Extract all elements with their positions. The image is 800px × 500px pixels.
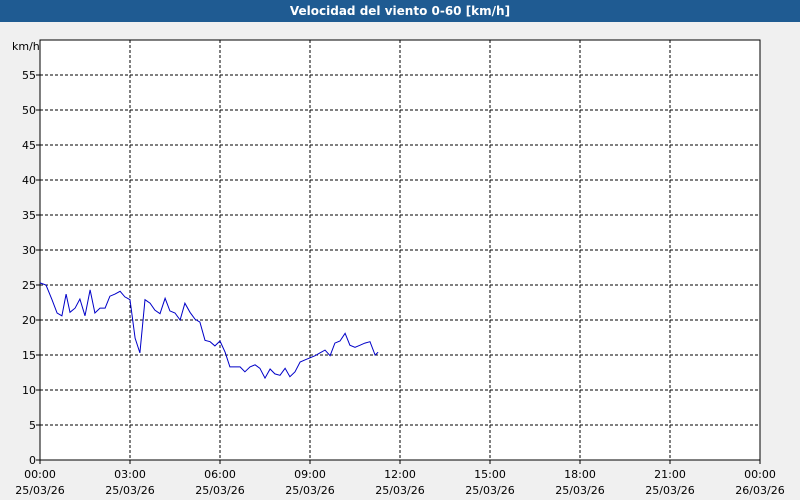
x-tick-date: 25/03/26 [555, 484, 604, 497]
y-tick-label: 15 [22, 349, 36, 362]
y-tick-label: 50 [22, 104, 36, 117]
x-tick-label: 00:00 [24, 468, 56, 481]
x-tick-label: 15:00 [474, 468, 506, 481]
x-tick-date: 25/03/26 [195, 484, 244, 497]
chart-title: Velocidad del viento 0-60 [km/h] [290, 4, 510, 18]
y-tick-label: 30 [22, 244, 36, 257]
y-tick-label: 40 [22, 174, 36, 187]
y-tick-label: 45 [22, 139, 36, 152]
y-unit: km/h [12, 40, 40, 53]
x-tick-label: 12:00 [384, 468, 416, 481]
x-tick-date: 25/03/26 [15, 484, 64, 497]
x-tick-date: 25/03/26 [645, 484, 694, 497]
y-tick-label: 55 [22, 69, 36, 82]
x-tick-date: 25/03/26 [105, 484, 154, 497]
x-tick-date: 26/03/26 [735, 484, 784, 497]
x-tick-date: 25/03/26 [375, 484, 424, 497]
title-bar [0, 0, 800, 22]
x-tick-date: 25/03/26 [465, 484, 514, 497]
y-tick-label: 20 [22, 314, 36, 327]
x-tick-label: 18:00 [564, 468, 596, 481]
y-tick-label: 5 [29, 419, 36, 432]
y-tick-label: 0 [29, 454, 36, 467]
y-tick-label: 10 [22, 384, 36, 397]
x-tick-date: 25/03/26 [285, 484, 334, 497]
x-tick-label: 03:00 [114, 468, 146, 481]
x-tick-label: 09:00 [294, 468, 326, 481]
data-line [39, 282, 379, 380]
x-tick-label: 21:00 [654, 468, 686, 481]
y-tick-label: 35 [22, 209, 36, 222]
x-tick-label: 00:00 [744, 468, 776, 481]
x-tick-label: 06:00 [204, 468, 236, 481]
plot-border [39, 39, 761, 461]
y-tick-label: 25 [22, 279, 36, 292]
